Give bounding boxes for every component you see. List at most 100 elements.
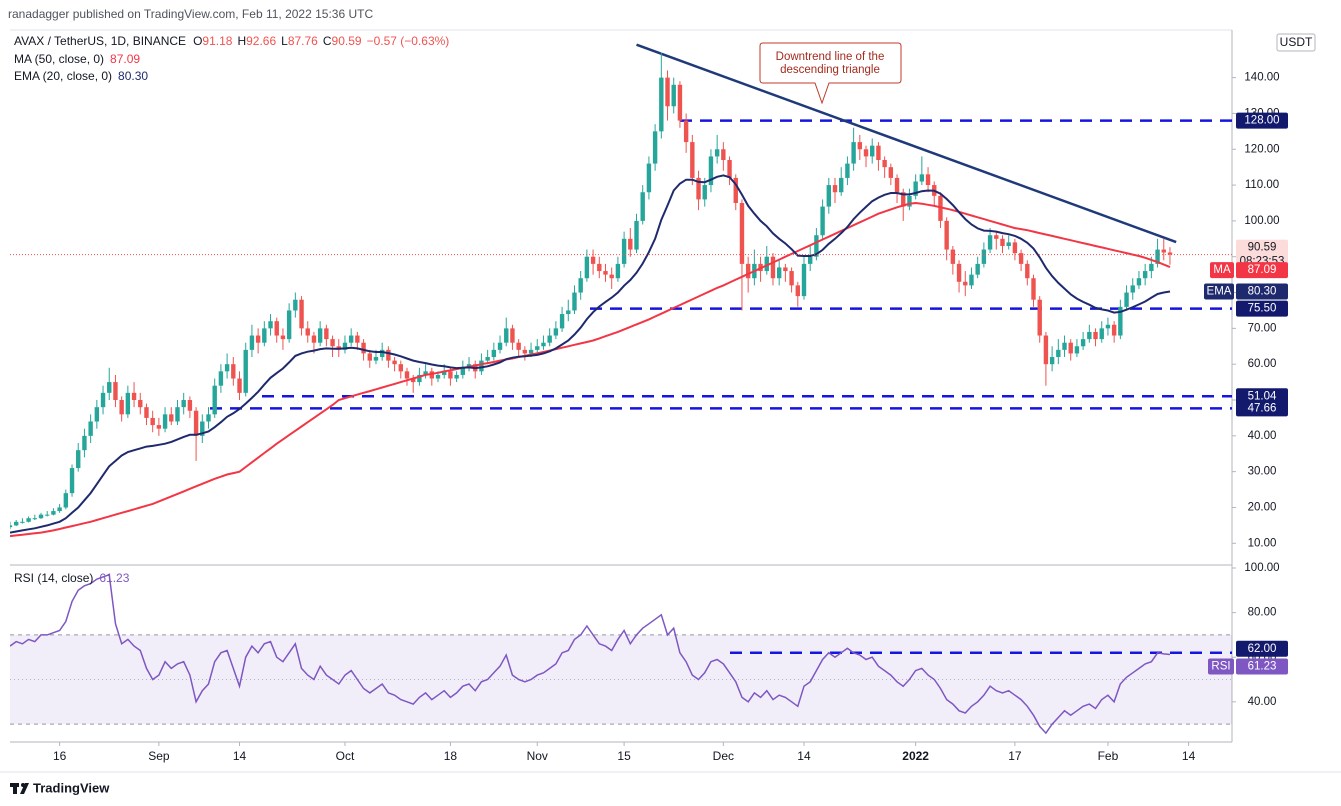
candle-body [1012,242,1018,254]
candle-body [1031,278,1036,300]
candle-body [1025,263,1030,279]
y-tick-label: 120.00 [1244,143,1279,155]
candle-body [410,378,416,383]
candle-body [1062,342,1067,350]
ohlc-value: 92.66 [246,34,276,48]
candle-body [169,414,174,422]
candle-body [442,371,447,375]
ohlc-value: 91.18 [202,34,232,48]
candle-body [1142,271,1148,279]
y-tick-label: 110.00 [1245,179,1279,191]
candle-body [1068,342,1073,354]
candle-body [535,346,540,350]
candle-body [987,235,993,250]
candle-body [32,518,38,520]
candle-body [677,84,683,121]
candle-body [745,263,751,279]
candle-body [280,335,286,340]
candle-body [299,299,304,329]
candle-body [193,410,199,436]
candle-body [739,202,745,264]
candle-body [1124,292,1129,307]
candle-body [590,256,596,264]
legend: RSI (14, close) 61.23 [14,571,130,585]
candle-body [342,342,348,350]
candle-body [559,314,565,329]
candle-body [659,77,664,132]
candle-body [293,299,298,311]
candle-body [708,156,714,186]
legend-name: MA (50, close, 0) [14,52,104,66]
legend: AVAX / TetherUS, 1D, BINANCE O91.18 H92.66… [14,34,449,48]
candle-body [125,392,131,415]
x-tick-label: Feb [1098,749,1119,763]
candle-body [355,335,360,343]
candle-body [206,414,211,422]
level-tag-bg [1236,300,1288,317]
candle-body [913,181,918,196]
candle-body [925,174,931,186]
candle-body [956,263,962,282]
x-tick-label: Nov [527,749,548,763]
ohlc-value: 90.59 [332,34,362,48]
candle-body [894,177,900,193]
candle-body [832,185,838,193]
candle-body [640,192,645,221]
candle-body [770,256,776,279]
candle-body [218,371,224,386]
candle-body [311,335,317,343]
candle-body [107,382,112,393]
candle-body [553,328,559,336]
candle-body [367,353,372,361]
rsi-band [10,634,1232,725]
candle-body [1080,339,1086,347]
ohlc-value: 87.76 [288,34,318,48]
candle-body [621,238,627,264]
y-tick-label: 40.00 [1248,430,1277,442]
candle-body [317,328,323,343]
candle-body [485,357,490,361]
candle-body [826,185,832,207]
x-tick-label: 14 [1182,749,1196,763]
candle-body [1049,357,1055,365]
ma-tag-name-bg [1210,262,1234,279]
candle-body [14,521,19,526]
candle-body [138,400,143,408]
legend-value: 80.30 [118,69,148,83]
candle-body [975,263,980,275]
candle-body [727,160,732,178]
candle-body [1161,249,1166,253]
candle-body [448,371,453,379]
candle-body [200,421,205,436]
candle-body [566,310,571,315]
candle-body [603,271,608,275]
candle-body [510,328,515,343]
brand-logo [10,783,29,794]
annotation-text: descending triangle [780,64,880,76]
candle-body [1056,349,1061,358]
candle-body [814,235,819,257]
candle-body [268,321,273,329]
level-tag-bg [1236,400,1288,417]
candle-body [156,425,162,429]
candle-body [348,335,354,343]
candle-body [801,263,807,297]
candle-body [950,249,956,264]
legend: MA (50, close, 0) 87.09 [14,52,140,66]
candle-body [491,349,497,358]
candle-body [795,285,800,297]
candle-body [901,192,906,207]
candle-body [714,149,720,157]
candle-body [863,149,869,157]
ohlc-prefix: O [193,34,202,48]
candle-body [1105,324,1111,329]
ema-tag-name-bg [1204,283,1234,300]
ema-tag-bg [1236,283,1288,300]
legend-name: RSI (14, close) [14,571,93,585]
candle-body [578,278,583,293]
level-tag: 51.04 [1248,390,1277,402]
candle-body [528,349,534,354]
candle-body [820,206,825,236]
candle-body [721,149,726,161]
